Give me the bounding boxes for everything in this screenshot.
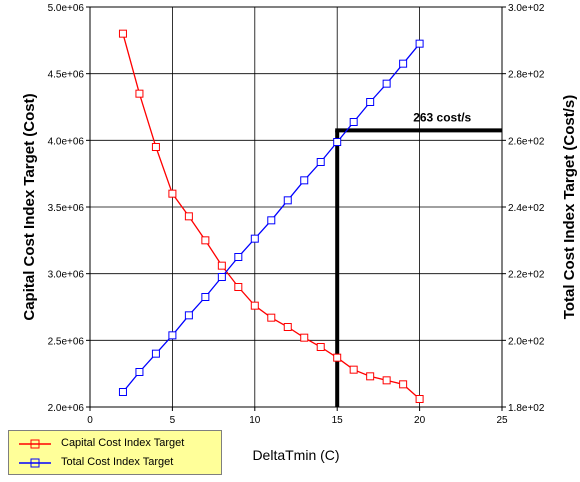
data-point-total [300, 176, 309, 185]
legend-swatch-total [19, 458, 51, 468]
data-point-total [151, 349, 160, 358]
data-point-capital [184, 212, 193, 221]
data-point-capital [168, 189, 177, 198]
data-point-capital [201, 236, 210, 245]
y2-tick-label: 3.0e+02 [508, 3, 545, 14]
y2-tick-label: 2.8e+02 [508, 70, 545, 81]
data-point-total [316, 158, 325, 166]
annotation-label: 263 cost/s [413, 110, 471, 124]
y-tick-label: 5.0e+06 [48, 3, 85, 14]
data-point-capital [382, 376, 391, 385]
data-point-total [217, 273, 226, 281]
data-point-total [267, 216, 276, 225]
legend-swatch-capital [19, 439, 51, 449]
x-axis-title: DeltaTmin (C) [252, 447, 339, 463]
y2-tick-label: 1.8e+02 [508, 403, 545, 414]
data-point-capital [250, 301, 259, 310]
y-tick-label: 2.0e+06 [48, 403, 85, 414]
y-axis-title: Capital Cost Index Target (Cost) [21, 93, 38, 320]
y-tick-label: 3.0e+06 [48, 270, 85, 281]
data-point-capital [135, 89, 144, 98]
data-point-total [283, 196, 292, 205]
data-point-total [201, 293, 210, 301]
data-point-total [184, 311, 193, 320]
legend-item-capital: Capital Cost Index Target [9, 435, 221, 453]
legend-label-capital: Capital Cost Index Target [61, 437, 185, 449]
y2-axis-title: Total Cost Index Target (Cost/s) [561, 95, 578, 319]
y-tick-label: 3.5e+06 [48, 203, 85, 214]
data-point-capital [349, 365, 358, 374]
data-point-total [382, 79, 391, 88]
data-point-total [118, 388, 127, 396]
y-tick-label: 4.0e+06 [48, 136, 85, 147]
y-axis-right: 1.8e+02 2.0e+02 2.2e+02 2.4e+02 2.6e+02 2.8e+… [502, 3, 545, 414]
data-point-capital [366, 372, 375, 381]
data-point-capital [118, 29, 127, 38]
y-tick-label: 2.5e+06 [48, 336, 85, 347]
legend: Capital Cost Index Target Total Cost Ind… [8, 430, 222, 475]
data-point-capital [316, 343, 325, 351]
y2-tick-label: 2.2e+02 [508, 270, 545, 281]
data-point-capital [283, 323, 292, 331]
y2-tick-label: 2.4e+02 [508, 203, 545, 214]
data-point-total [333, 138, 342, 146]
data-point-total [399, 59, 408, 68]
y2-tick-label: 2.0e+02 [508, 336, 545, 347]
x-axis: 0 5 10 15 20 25 [87, 407, 508, 426]
data-point-capital [234, 283, 243, 291]
data-point-total [135, 368, 144, 376]
data-point-capital [217, 261, 226, 270]
data-point-capital [151, 143, 160, 151]
x-tick-label: 0 [87, 415, 93, 426]
series-layer [118, 29, 424, 403]
data-point-capital [267, 313, 276, 322]
x-tick-label: 15 [332, 415, 344, 426]
x-tick-label: 10 [249, 415, 261, 426]
data-point-total [250, 234, 259, 243]
y2-tick-label: 2.6e+02 [508, 136, 545, 147]
data-point-total [349, 118, 358, 126]
legend-item-total: Total Cost Index Target [9, 454, 221, 472]
y-tick-label: 4.5e+06 [48, 70, 85, 81]
x-tick-label: 25 [496, 415, 508, 426]
data-point-total [168, 331, 177, 340]
data-point-total [366, 98, 375, 106]
data-point-capital [333, 353, 342, 362]
data-point-capital [399, 380, 408, 389]
y-axis-left: 2.0e+06 2.5e+06 3.0e+06 3.5e+06 4.0e+06 4.5e+… [48, 3, 90, 414]
x-tick-label: 20 [414, 415, 426, 426]
data-point-capital [300, 333, 309, 342]
data-point-total [415, 39, 424, 48]
legend-label-total: Total Cost Index Target [61, 456, 174, 468]
data-point-capital [415, 395, 424, 403]
x-tick-label: 5 [170, 415, 176, 426]
data-point-total [234, 253, 243, 261]
